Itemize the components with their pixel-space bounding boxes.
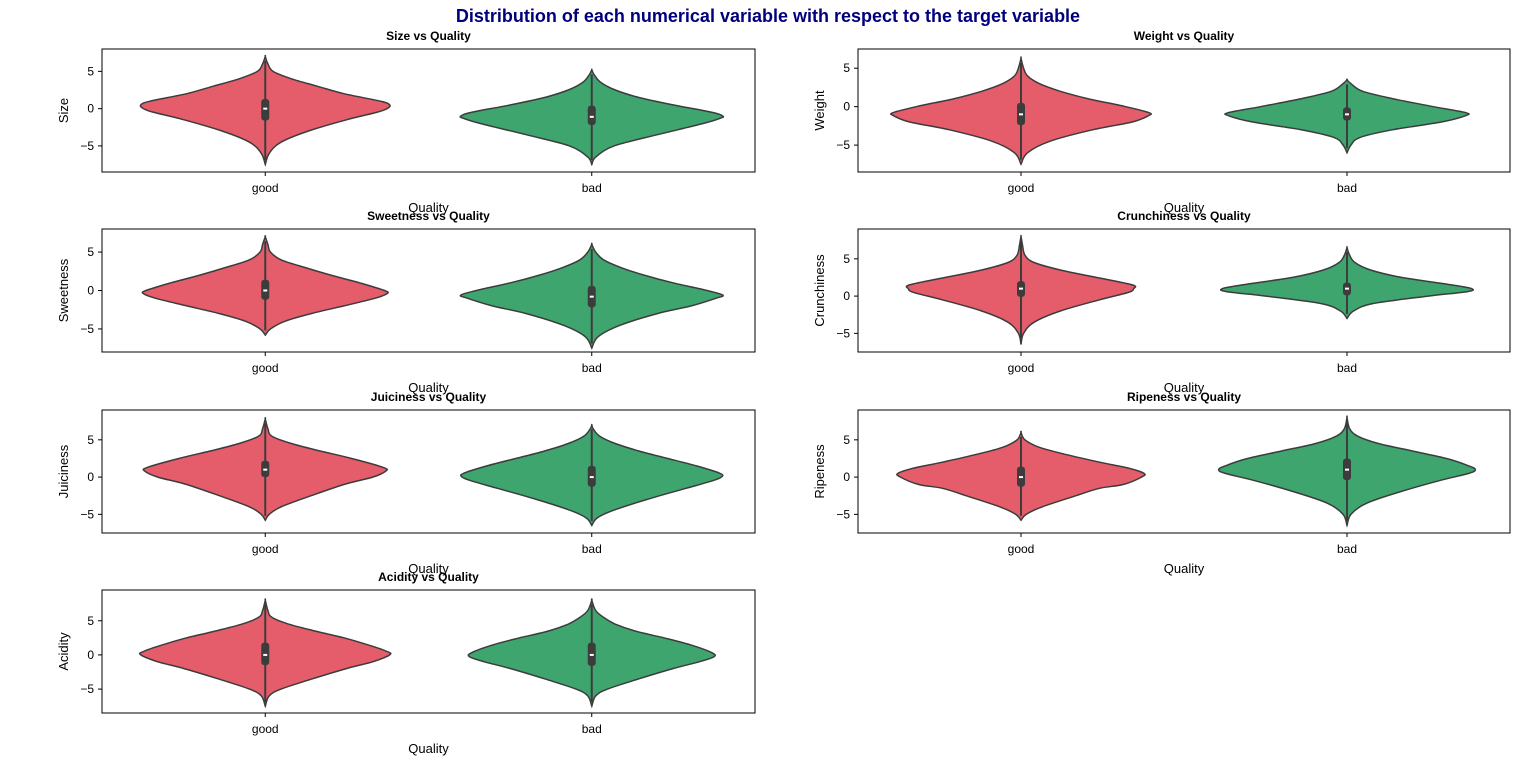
y-tick-label: 5	[843, 433, 850, 447]
x-tick-label-bad: bad	[582, 181, 602, 195]
x-tick-label-bad: bad	[582, 361, 602, 375]
subplot-grid: Size vs Quality −5 0 5 good bad Quality Size Wei…	[56, 29, 1511, 756]
x-axis-label: Quality	[1164, 561, 1205, 576]
y-tick-label: 5	[843, 252, 850, 266]
y-axis-label: Ripeness	[812, 444, 827, 499]
subplot-title: Ripeness vs Quality	[1127, 390, 1241, 404]
y-axis-label: Weight	[812, 90, 827, 131]
y-tick-label: 0	[87, 102, 94, 116]
x-tick-label-bad: bad	[1337, 181, 1357, 195]
subplot-6: Ripeness vs Quality −5 0 5 good bad Quality Rip…	[812, 390, 1511, 576]
x-tick-label-good: good	[252, 181, 279, 195]
x-tick-label-good: good	[1008, 181, 1035, 195]
x-tick-label-bad: bad	[1337, 542, 1357, 556]
y-tick-label: 5	[87, 433, 94, 447]
subplot-7: Acidity vs Quality −5 0 5 good bad Quality Acid…	[56, 570, 756, 756]
figure-title: Distribution of each numerical variable …	[456, 6, 1080, 26]
y-tick-label: 0	[843, 100, 850, 114]
x-axis-label: Quality	[408, 200, 449, 215]
y-tick-label: 0	[843, 289, 850, 303]
y-tick-label: −5	[80, 139, 94, 153]
y-tick-label: 0	[87, 470, 94, 484]
y-axis-label: Crunchiness	[812, 254, 827, 327]
y-tick-label: 5	[843, 61, 850, 75]
subplot-3: Sweetness vs Quality −5 0 5 good bad Quality Sw…	[56, 209, 756, 395]
subplot-5: Juiciness vs Quality −5 0 5 good bad Quality Ju…	[56, 390, 756, 576]
x-tick-label-bad: bad	[582, 542, 602, 556]
y-tick-label: −5	[836, 507, 850, 521]
subplot-title: Sweetness vs Quality	[367, 209, 490, 223]
y-tick-label: −5	[80, 682, 94, 696]
subplot-title: Size vs Quality	[386, 29, 471, 43]
y-axis-label: Size	[56, 98, 71, 123]
axes-frame	[857, 409, 1511, 534]
iqr-box-good	[261, 642, 270, 666]
subplot-title: Acidity vs Quality	[378, 570, 479, 584]
x-tick-label-bad: bad	[582, 722, 602, 736]
y-tick-label: −5	[836, 326, 850, 340]
x-tick-label-good: good	[1008, 542, 1035, 556]
axes-frame	[857, 48, 1511, 173]
subplot-title: Juiciness vs Quality	[371, 390, 487, 404]
x-tick-label-good: good	[1008, 361, 1035, 375]
x-tick-label-good: good	[252, 542, 279, 556]
y-tick-label: 0	[87, 284, 94, 298]
y-axis-label: Acidity	[56, 632, 71, 671]
y-tick-label: −5	[80, 322, 94, 336]
subplot-title: Crunchiness vs Quality	[1117, 209, 1251, 223]
x-axis-label: Quality	[408, 561, 449, 576]
y-axis-label: Juiciness	[56, 444, 71, 498]
iqr-box-good	[261, 98, 270, 121]
x-tick-label-bad: bad	[1337, 361, 1357, 375]
x-tick-label-good: good	[252, 722, 279, 736]
subplot-title: Weight vs Quality	[1134, 29, 1235, 43]
y-axis-label: Sweetness	[56, 258, 71, 322]
axes-frame	[101, 589, 756, 714]
y-tick-label: 0	[87, 648, 94, 662]
axes-frame	[857, 228, 1511, 353]
y-tick-label: 5	[87, 64, 94, 78]
y-tick-label: 0	[843, 470, 850, 484]
subplot-2: Weight vs Quality −5 0 5 good bad Quality Weigh…	[812, 29, 1511, 215]
x-tick-label-good: good	[252, 361, 279, 375]
y-tick-label: −5	[836, 138, 850, 152]
y-tick-label: 5	[87, 245, 94, 259]
x-axis-label: Quality	[1164, 380, 1205, 395]
x-axis-label: Quality	[408, 741, 449, 756]
subplot-4: Crunchiness vs Quality −5 0 5 good bad Quality…	[812, 209, 1511, 395]
x-axis-label: Quality	[408, 380, 449, 395]
y-tick-label: 5	[87, 614, 94, 628]
subplot-1: Size vs Quality −5 0 5 good bad Quality Size	[56, 29, 756, 215]
y-tick-label: −5	[80, 507, 94, 521]
axes-frame	[101, 48, 756, 173]
axes-frame	[101, 409, 756, 534]
x-axis-label: Quality	[1164, 200, 1205, 215]
iqr-box-bad	[587, 105, 596, 126]
